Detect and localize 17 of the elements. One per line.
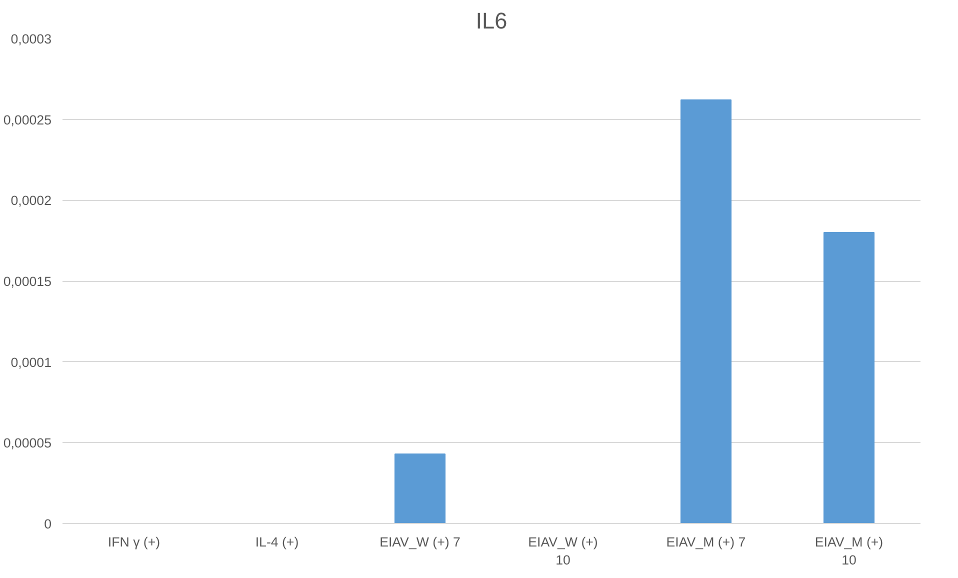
x-tick-label: IFN γ (+) xyxy=(108,534,160,550)
x-tick-label: EIAV_W (+) 7 xyxy=(380,534,460,550)
x-tick-label: IL-4 (+) xyxy=(255,534,299,550)
x-tick-label: EIAV_M (+) 10 xyxy=(814,534,884,568)
y-tick-label: 0,00015 xyxy=(3,274,52,289)
x-tick-label: EIAV_W (+) 10 xyxy=(528,534,598,568)
y-tick-label: 0 xyxy=(44,516,52,532)
y-tick-label: 0,0002 xyxy=(10,193,52,208)
y-tick-label: 0,00025 xyxy=(3,112,52,128)
bar xyxy=(394,453,446,524)
chart-title: IL6 xyxy=(476,8,508,34)
y-tick-label: 0,0003 xyxy=(10,32,52,46)
y-tick-label: 0,00005 xyxy=(3,436,52,451)
x-tick-label: EIAV_M (+) 7 xyxy=(666,534,746,550)
bar xyxy=(823,232,875,524)
y-tick-label: 0,0001 xyxy=(10,354,52,370)
bar xyxy=(680,99,732,524)
